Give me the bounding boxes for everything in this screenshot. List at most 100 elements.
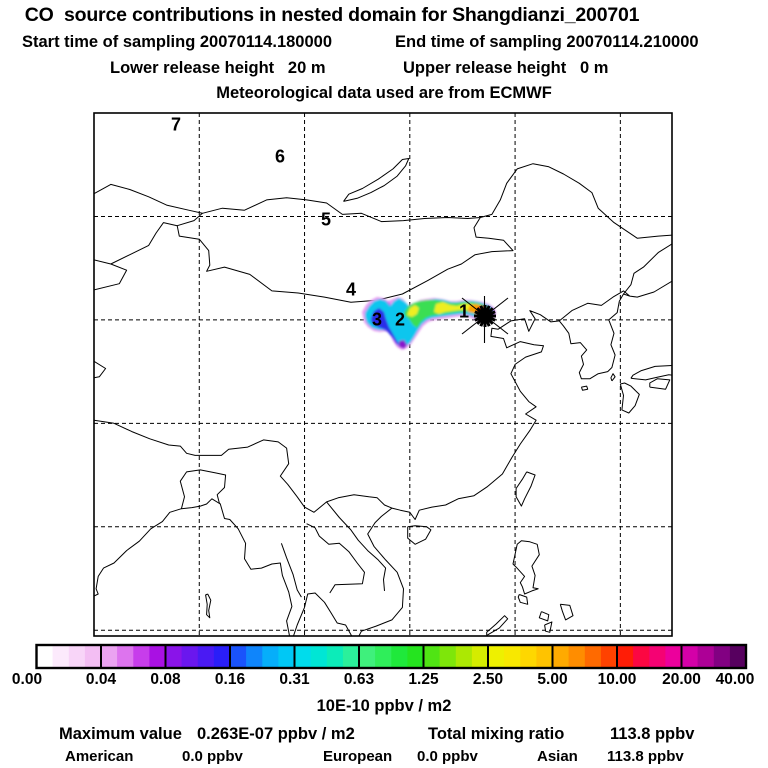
concentration-plume — [362, 297, 496, 350]
lower-release-text: Lower release height 20 m — [110, 59, 326, 77]
coastline — [280, 543, 302, 598]
colorbar-cell — [278, 645, 296, 668]
coastline — [176, 212, 514, 303]
colorbar-cell — [359, 645, 376, 668]
sampling-end-text: End time of sampling 20070114.210000 — [395, 33, 699, 51]
coastlines — [94, 158, 672, 636]
colorbar-tick-label: 0.08 — [150, 671, 181, 688]
colorbar-tick-label: 2.50 — [473, 671, 503, 688]
colorbar-cell — [552, 645, 570, 668]
coastline — [610, 373, 616, 382]
colorbar-cell — [117, 645, 134, 668]
colorbar-cell — [504, 645, 521, 668]
coastline — [630, 364, 672, 381]
region-european-value: 0.0 ppbv — [417, 748, 478, 765]
coastline — [544, 621, 553, 633]
trajectory-point-label: 7 — [171, 115, 181, 135]
colorbar-tick-label: 0.31 — [279, 671, 310, 688]
colorbar-cell — [165, 645, 183, 668]
colorbar-cell — [294, 645, 312, 668]
colorbar-cell — [246, 645, 263, 668]
page-title: CO source contributions in nested domain… — [24, 4, 640, 26]
colorbar-cell — [455, 645, 473, 668]
coastline — [512, 540, 540, 595]
colorbar-cell — [488, 645, 505, 668]
plume-layer — [371, 308, 400, 345]
total-mixing-ratio-value: 113.8 ppbv — [610, 725, 695, 743]
colorbar-cell — [439, 645, 457, 668]
met-data-text: Meteorological data used are from ECMWF — [216, 84, 552, 102]
coastline — [326, 501, 387, 591]
coastline — [306, 523, 365, 594]
region-american-label: American — [65, 748, 134, 765]
colorbar-cell — [649, 645, 666, 668]
colorbar-cell — [149, 645, 167, 668]
colorbar-tick-label: 0.63 — [344, 671, 375, 688]
coastline — [517, 594, 529, 605]
colorbar-cell — [133, 645, 150, 668]
colorbar-cell — [310, 645, 328, 668]
coastline — [94, 419, 393, 513]
trajectory-point-label: 6 — [275, 147, 285, 167]
coastline — [580, 385, 589, 391]
upper-release-text: Upper release height 0 m — [403, 59, 609, 77]
colorbar-cell — [391, 645, 408, 668]
colorbar-tick-label: 1.25 — [408, 671, 439, 688]
colorbar-tick-label: 0.04 — [86, 671, 117, 688]
colorbar-cell — [633, 645, 650, 668]
coastline — [358, 310, 560, 636]
coastline — [558, 280, 672, 380]
colorbar-cell — [181, 645, 199, 668]
colorbar-tick-label: 5.00 — [537, 671, 567, 688]
colorbar-cell — [729, 645, 747, 668]
coastline — [619, 382, 640, 414]
coastline — [179, 469, 227, 509]
coastline — [94, 259, 128, 291]
coastline — [205, 593, 212, 619]
coastline — [538, 611, 550, 622]
colorbar-cell — [36, 645, 54, 668]
colorbar-cell — [600, 645, 618, 668]
colorbar-tick-label: 10.00 — [598, 671, 637, 688]
colorbar-cell — [84, 645, 102, 668]
map-frame — [93, 112, 673, 637]
colorbar-cell — [681, 645, 699, 668]
coastline — [110, 222, 178, 265]
colorbar-tick-label: 0.16 — [215, 671, 246, 688]
coastline — [623, 243, 672, 295]
sampling-start-text: Start time of sampling 20070114.180000 — [22, 33, 333, 51]
colorbar-cell — [584, 645, 602, 668]
colorbar-cell — [407, 645, 425, 668]
colorbar-cell — [262, 645, 279, 668]
colorbar-cell — [617, 645, 634, 668]
colorbar-cell — [213, 645, 231, 668]
colorbar-cell — [713, 645, 731, 668]
star-spoke — [479, 305, 491, 327]
coastline — [343, 158, 410, 202]
colorbar-cell — [197, 645, 215, 668]
colorbar-cell — [375, 645, 392, 668]
colorbar-cell — [342, 645, 360, 668]
coastline — [486, 615, 509, 636]
colorbar-cell — [326, 645, 344, 668]
region-asian-label: Asian — [537, 748, 578, 765]
max-value: 0.263E-07 ppbv / m2 — [197, 725, 355, 743]
colorbar: 0.00 0.04 0.08 0.16 0.31 0.63 1.25 2.50 5.00 10.0… — [12, 643, 755, 688]
colorbar-cell — [101, 645, 118, 668]
colorbar-units-label: 10E-10 ppbv / m2 — [316, 697, 452, 715]
max-value-label: Maximum value — [59, 725, 182, 743]
trajectory-point-label: 1 — [459, 302, 469, 322]
colorbar-cell — [697, 645, 715, 668]
region-american-value: 0.0 ppbv — [182, 748, 243, 765]
plume-layer — [407, 305, 419, 317]
colorbar-border — [35, 643, 748, 670]
colorbar-cell — [665, 645, 683, 668]
trajectory-point-label: 5 — [321, 210, 331, 230]
colorbar-tick-label: 40.00 — [716, 671, 755, 688]
graticule — [94, 113, 672, 636]
total-mixing-ratio-label: Total mixing ratio — [428, 725, 565, 743]
colorbar-cell — [471, 645, 489, 668]
coastline — [407, 525, 432, 545]
